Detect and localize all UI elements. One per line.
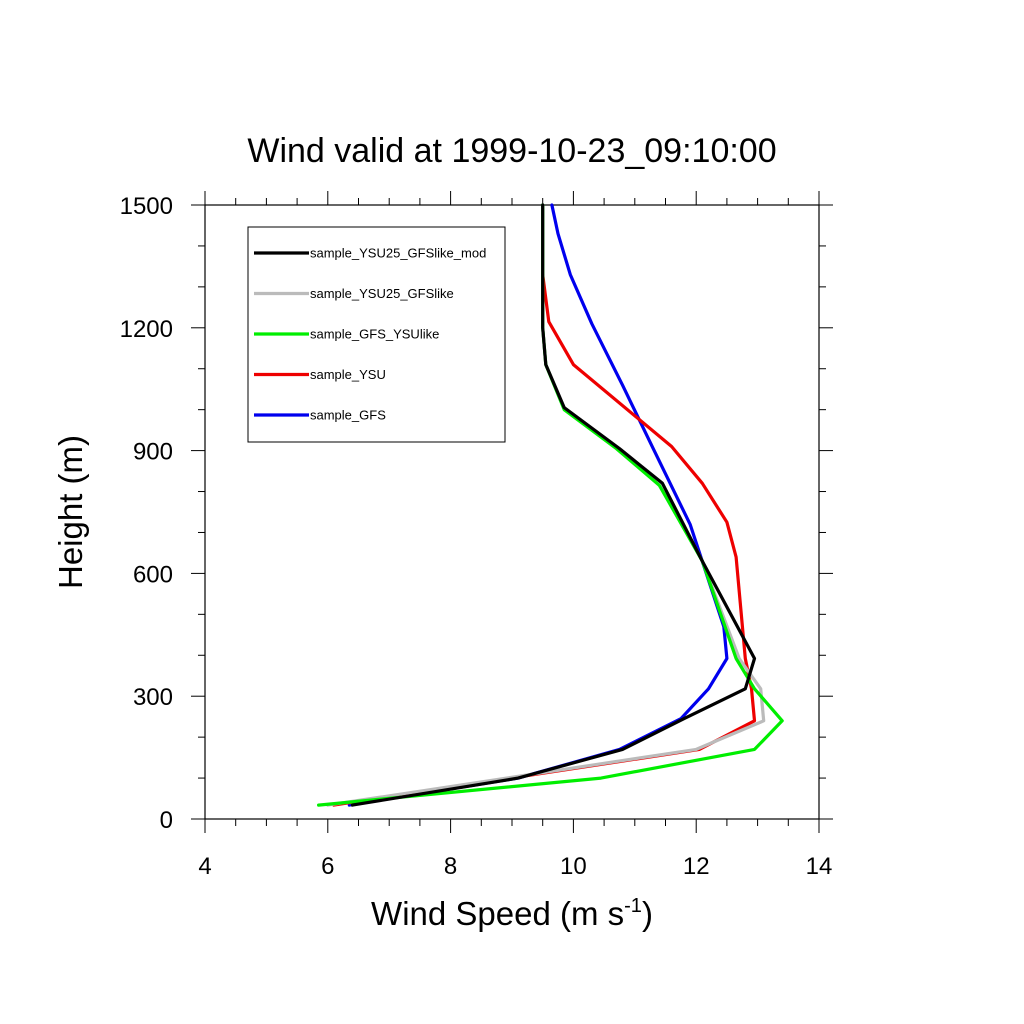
- x-tick-label: 14: [806, 853, 833, 880]
- legend-label: sample_GFS: [310, 408, 386, 423]
- x-tick-label: 6: [321, 853, 334, 880]
- x-tick-label: 12: [683, 853, 710, 880]
- x-tick-label: 8: [444, 853, 457, 880]
- x-axis-label-main: Wind Speed (m s: [371, 895, 624, 932]
- x-axis-label-superscript: -1: [624, 895, 642, 917]
- legend-label: sample_GFS_YSUlike: [310, 327, 439, 342]
- y-tick-label: 0: [160, 807, 173, 834]
- y-tick-label: 900: [133, 439, 173, 466]
- legend-label: sample_YSU: [310, 367, 386, 382]
- legend-label: sample_YSU25_GFSlike_mod: [310, 246, 486, 261]
- x-tick-label: 10: [560, 853, 587, 880]
- y-tick-label: 300: [133, 684, 173, 711]
- x-axis-label-close: ): [642, 895, 653, 932]
- y-tick-label: 1500: [120, 193, 173, 220]
- y-tick-label: 1200: [120, 316, 173, 343]
- chart-title: Wind valid at 1999-10-23_09:10:00: [247, 132, 776, 170]
- y-tick-label: 600: [133, 561, 173, 588]
- legend: sample_YSU25_GFSlike_mod sample_YSU25_GFS…: [248, 227, 505, 442]
- legend-label: sample_YSU25_GFSlike: [310, 286, 454, 301]
- x-tick-label: 4: [198, 853, 211, 880]
- y-axis-label: Height (m): [52, 435, 89, 589]
- x-axis-label: Wind Speed (m s-1): [371, 895, 653, 932]
